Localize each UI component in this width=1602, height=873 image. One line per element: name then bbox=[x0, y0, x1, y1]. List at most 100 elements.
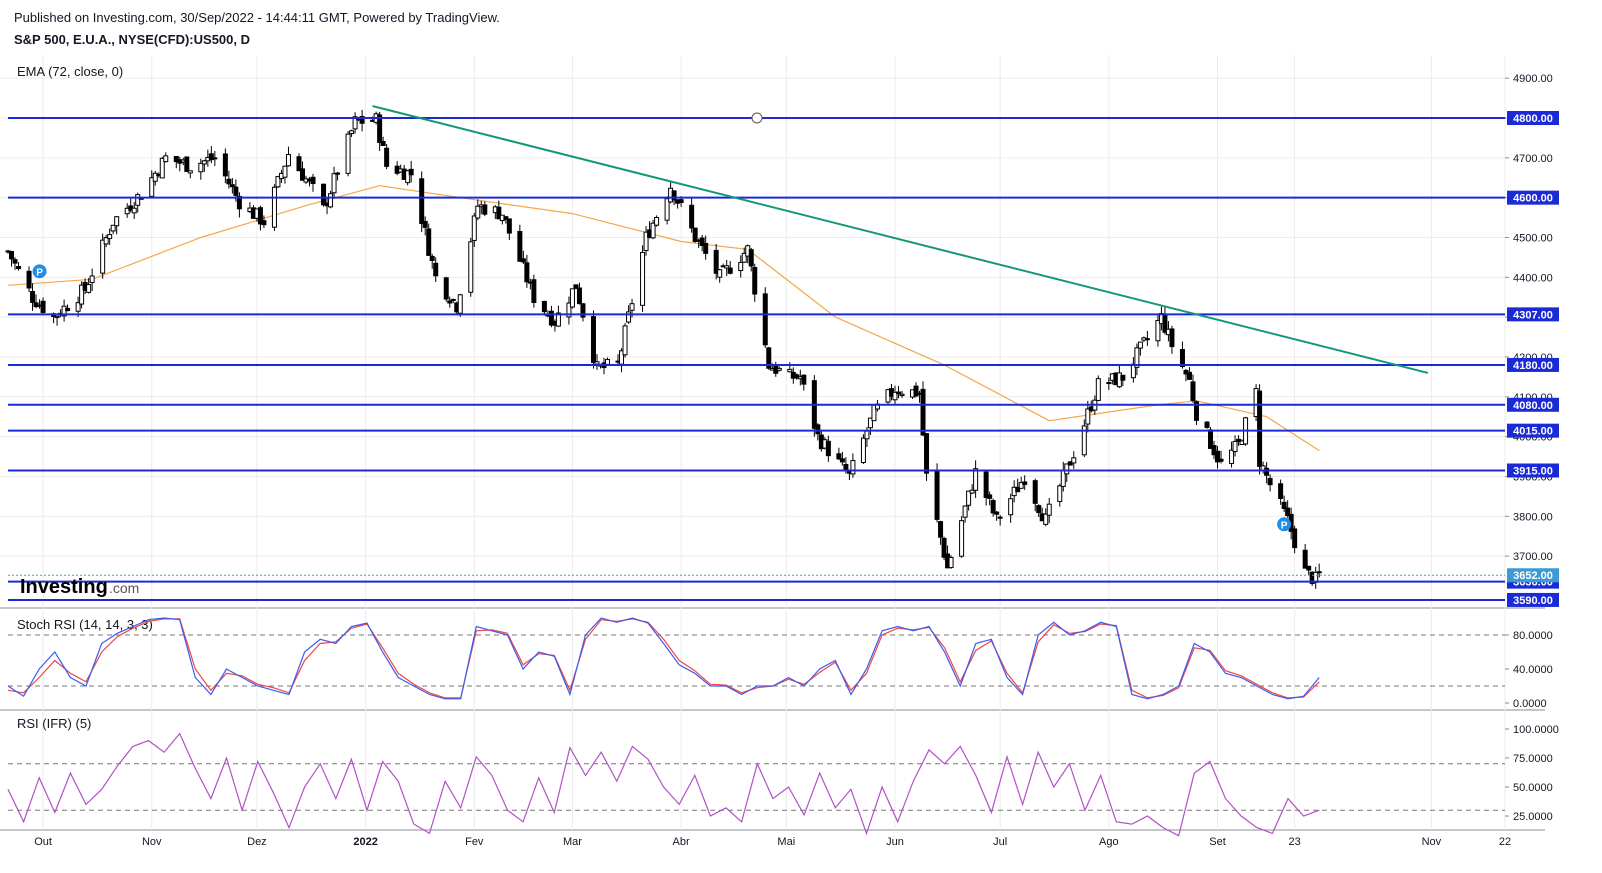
candle-body bbox=[566, 302, 572, 318]
level-label: 4015.00 bbox=[1513, 426, 1553, 438]
x-tick-label: 23 bbox=[1289, 836, 1301, 848]
x-tick-label: Dez bbox=[247, 836, 267, 848]
x-tick-label: 2022 bbox=[353, 836, 377, 848]
candle-body bbox=[131, 207, 137, 214]
candle-body bbox=[226, 178, 232, 185]
candle-body bbox=[261, 220, 267, 226]
candle-body bbox=[959, 520, 965, 557]
candle-body bbox=[429, 255, 435, 261]
candle-body bbox=[114, 216, 120, 227]
y-tick-label: 4700.00 bbox=[1513, 153, 1553, 165]
level-label: 4600.00 bbox=[1513, 193, 1553, 205]
candle-body bbox=[79, 284, 85, 305]
candle-body bbox=[233, 186, 239, 196]
x-tick-label: Fev bbox=[465, 836, 484, 848]
candle-body bbox=[1137, 341, 1143, 349]
candle-body bbox=[776, 367, 782, 371]
candle-body bbox=[948, 556, 954, 569]
ema-line bbox=[7, 185, 1320, 452]
candle-body bbox=[482, 204, 488, 215]
candle-body bbox=[275, 176, 281, 188]
candle-body bbox=[457, 294, 463, 314]
candle-body bbox=[699, 237, 705, 246]
candle-body bbox=[471, 215, 477, 241]
candle-body bbox=[987, 494, 993, 499]
candle-body bbox=[640, 251, 646, 306]
candle-body bbox=[65, 307, 71, 312]
candle-body bbox=[1134, 347, 1140, 368]
candle-body bbox=[1064, 463, 1070, 475]
published-caption: Published on Investing.com, 30/Sep/2022 … bbox=[14, 10, 500, 25]
candle-body bbox=[159, 157, 165, 179]
candle-body bbox=[762, 293, 768, 346]
level-label-bg bbox=[1507, 357, 1559, 372]
line-handle-icon bbox=[751, 112, 763, 124]
candle-body bbox=[920, 388, 926, 436]
candle-body bbox=[110, 224, 116, 232]
candle-body bbox=[310, 176, 316, 185]
y-tick-label: 100.0000 bbox=[1513, 724, 1559, 736]
candle-body bbox=[643, 231, 649, 251]
candle-body bbox=[447, 300, 453, 304]
candle-body bbox=[924, 433, 930, 474]
candle-body bbox=[692, 227, 698, 243]
x-tick-label: Mar bbox=[563, 836, 582, 848]
x-tick-label: Out bbox=[34, 836, 52, 848]
x-tick-label: Mai bbox=[777, 836, 795, 848]
candle-body bbox=[717, 269, 723, 278]
candle-body bbox=[1022, 481, 1028, 485]
candle-body bbox=[380, 141, 386, 147]
candle-body bbox=[569, 288, 575, 308]
candle-body bbox=[377, 114, 383, 143]
candle-body bbox=[30, 291, 36, 303]
candle-body bbox=[503, 216, 509, 220]
candle-body bbox=[173, 156, 179, 163]
candle-body bbox=[727, 267, 733, 274]
candle-body bbox=[229, 184, 235, 188]
candle-body bbox=[573, 284, 579, 290]
indicator-label: Stoch RSI (14, 14, 3, 3) bbox=[17, 617, 153, 632]
candle-body bbox=[703, 242, 709, 254]
trendline bbox=[372, 105, 1429, 374]
investing-logo-suffix: .com bbox=[109, 580, 139, 596]
candle-body bbox=[899, 393, 905, 397]
candle-body bbox=[1281, 501, 1287, 509]
candle-body bbox=[801, 374, 807, 385]
candle-body bbox=[1306, 565, 1312, 571]
candle-body bbox=[468, 241, 474, 293]
candle-body bbox=[1190, 381, 1196, 401]
candle-body bbox=[1215, 450, 1221, 463]
candle-body bbox=[594, 361, 600, 365]
x-tick-label: 22 bbox=[1499, 836, 1511, 848]
candle-body bbox=[152, 172, 158, 182]
candle-body bbox=[1211, 445, 1217, 456]
y-tick-label: 3800.00 bbox=[1513, 511, 1553, 523]
candle-body bbox=[867, 417, 873, 429]
candle-body bbox=[299, 168, 305, 181]
candle-body bbox=[236, 195, 242, 210]
level-label-bg bbox=[1507, 307, 1559, 322]
candle-body bbox=[1057, 485, 1063, 502]
candle-body bbox=[934, 470, 940, 520]
indicator-label: RSI (IFR) (5) bbox=[17, 716, 91, 731]
candle-body bbox=[1120, 374, 1126, 381]
candle-body bbox=[1218, 458, 1224, 462]
candle-body bbox=[149, 177, 155, 197]
candle-body bbox=[359, 116, 365, 124]
p-marker-circle bbox=[1277, 517, 1292, 532]
candle-body bbox=[752, 267, 758, 295]
candle-body bbox=[1018, 482, 1024, 489]
candle-body bbox=[75, 302, 81, 312]
level-label-bg bbox=[1507, 423, 1559, 438]
candle-body bbox=[1229, 449, 1235, 464]
candle-body bbox=[1285, 507, 1291, 517]
candle-body bbox=[187, 170, 193, 174]
candle-body bbox=[825, 440, 831, 457]
level-label: 3590.00 bbox=[1513, 595, 1553, 607]
candle-body bbox=[422, 220, 428, 228]
candle-body bbox=[629, 303, 635, 311]
candle-body bbox=[678, 199, 684, 203]
candle-body bbox=[580, 303, 586, 318]
